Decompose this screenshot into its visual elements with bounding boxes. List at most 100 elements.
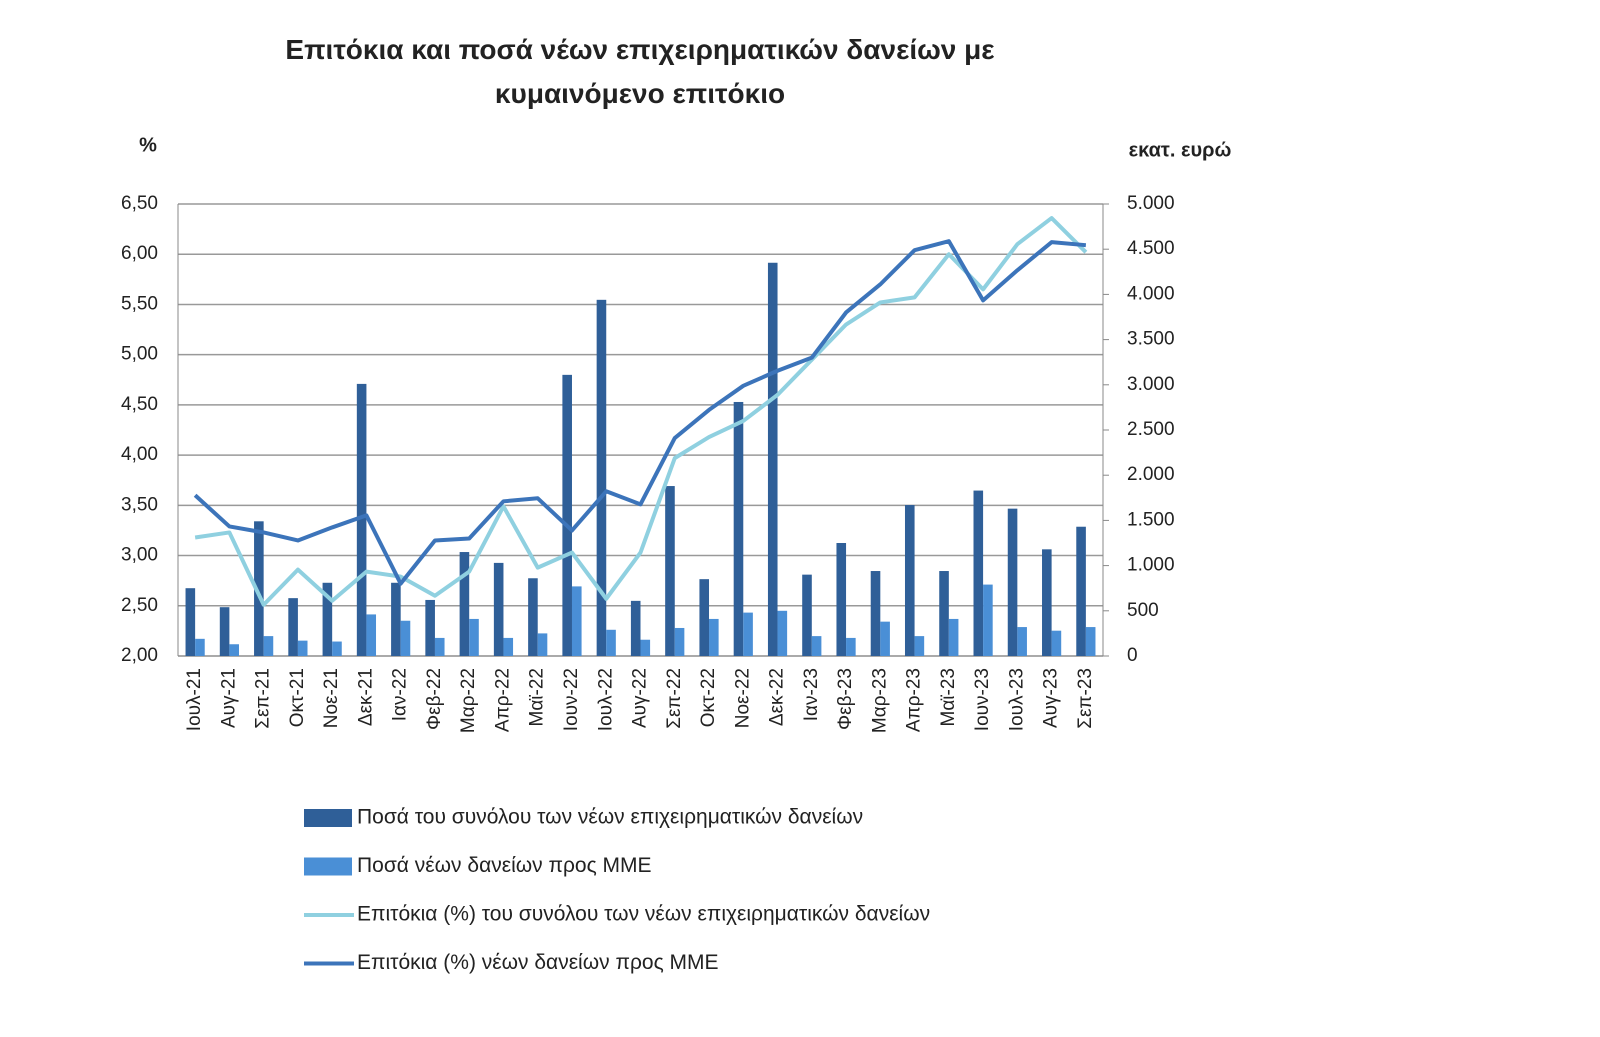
bar bbox=[674, 627, 685, 656]
y2-tick-label: 4.000 bbox=[1127, 283, 1175, 304]
line bbox=[193, 239, 1087, 586]
y-tick-label: 3,50 bbox=[121, 494, 158, 515]
y2-tick-label: 1.000 bbox=[1127, 555, 1175, 576]
bar bbox=[219, 607, 230, 656]
x-tick-label: Ιαν-22 bbox=[390, 668, 411, 721]
x-tick-label: Δεκ-21 bbox=[355, 668, 376, 726]
bar bbox=[596, 299, 607, 656]
x-tick-label: Νοε-21 bbox=[321, 668, 342, 728]
bar bbox=[904, 505, 915, 656]
x-tick-label: Ιουν-22 bbox=[561, 668, 582, 731]
bar bbox=[1017, 627, 1027, 656]
bar bbox=[571, 586, 582, 656]
bar bbox=[288, 598, 298, 656]
x-tick-label: Σεπ-23 bbox=[1075, 668, 1096, 729]
bar bbox=[469, 618, 479, 656]
bar bbox=[537, 633, 548, 656]
chart-title: Επιτόκια και ποσά νέων επιχειρηματικών δ… bbox=[285, 34, 995, 109]
bar bbox=[606, 629, 616, 656]
legend-label: Ποσά νέων δανείων προς ΜΜΕ bbox=[357, 854, 652, 877]
y-tick-label: 6,00 bbox=[121, 243, 158, 264]
x-tick-label: Απρ-23 bbox=[904, 668, 925, 732]
bar bbox=[1007, 508, 1018, 656]
bar bbox=[229, 644, 239, 656]
x-tick-label: Αυγ-21 bbox=[218, 668, 239, 728]
x-tick-label: Ιουλ-22 bbox=[595, 668, 616, 731]
bar bbox=[914, 636, 925, 656]
bar bbox=[709, 618, 719, 656]
x-tick-label: Απρ-22 bbox=[492, 668, 513, 732]
x-tick-label: Φεβ-23 bbox=[835, 668, 856, 730]
bar bbox=[459, 552, 470, 656]
y2-axis-title: εκατ. ευρώ bbox=[1129, 139, 1232, 161]
bar bbox=[767, 262, 778, 656]
y2-tick-label: 5.000 bbox=[1127, 193, 1175, 214]
bar bbox=[332, 641, 342, 656]
y-tick-label: 4,50 bbox=[121, 394, 158, 415]
bar bbox=[1051, 630, 1062, 656]
x-tick-label: Ιαν-23 bbox=[801, 668, 822, 721]
bar bbox=[665, 486, 675, 656]
bar bbox=[836, 543, 847, 656]
y-tick-label: 5,50 bbox=[121, 293, 158, 314]
x-tick-label: Αυγ-22 bbox=[630, 668, 651, 728]
x-tick-label: Μαϊ-23 bbox=[938, 668, 959, 727]
x-tick-label: Σεπ-21 bbox=[253, 668, 274, 729]
bar bbox=[743, 612, 753, 656]
bar bbox=[391, 582, 401, 656]
bar bbox=[802, 574, 812, 656]
bar bbox=[254, 521, 264, 656]
x-tick-label: Σεπ-22 bbox=[664, 668, 685, 729]
x-tick-label: Οκτ-21 bbox=[287, 668, 308, 727]
legend-label: Επιτόκια (%) νέων δανείων προς ΜΜΕ bbox=[357, 951, 719, 974]
x-tick-label: Φεβ-22 bbox=[424, 668, 445, 730]
legend-swatch bbox=[304, 857, 352, 876]
bar bbox=[811, 636, 822, 656]
bar bbox=[400, 620, 411, 656]
bar bbox=[263, 636, 274, 656]
bar bbox=[880, 621, 890, 656]
y-tick-label: 6,50 bbox=[121, 193, 158, 214]
bar bbox=[528, 578, 538, 656]
y2-tick-label: 500 bbox=[1127, 600, 1159, 621]
x-tick-label: Μαϊ-22 bbox=[527, 668, 548, 727]
bar bbox=[562, 374, 572, 656]
bar bbox=[356, 383, 367, 656]
x-tick-label: Δεκ-22 bbox=[767, 668, 788, 726]
bar bbox=[973, 490, 984, 656]
bar bbox=[939, 571, 949, 656]
bar bbox=[733, 401, 744, 656]
bar bbox=[503, 637, 514, 656]
y2-tick-label: 4.500 bbox=[1127, 238, 1175, 259]
y2-tick-label: 3.500 bbox=[1127, 329, 1175, 350]
y2-tick-label: 2.000 bbox=[1127, 464, 1175, 485]
bar bbox=[699, 579, 710, 656]
y-tick-label: 2,50 bbox=[121, 595, 158, 616]
legend-label: Επιτόκια (%) του συνόλου των νέων επιχει… bbox=[357, 903, 930, 926]
bar bbox=[1076, 526, 1086, 656]
x-tick-label: Ιουν-23 bbox=[972, 668, 993, 731]
x-tick-label: Νοε-22 bbox=[732, 668, 753, 728]
bar bbox=[366, 614, 377, 656]
y-tick-label: 3,00 bbox=[121, 545, 158, 566]
bar bbox=[948, 618, 959, 656]
bar bbox=[640, 639, 651, 656]
bar bbox=[195, 638, 205, 656]
y2-tick-label: 0 bbox=[1127, 645, 1138, 666]
bar bbox=[983, 584, 993, 656]
bar bbox=[493, 562, 504, 656]
y2-tick-label: 3.000 bbox=[1127, 374, 1175, 395]
bar bbox=[870, 571, 881, 656]
bar bbox=[185, 588, 196, 656]
bar bbox=[425, 599, 435, 656]
y2-tick-label: 2.500 bbox=[1127, 419, 1175, 440]
y2-tick-label: 1.500 bbox=[1127, 509, 1175, 530]
x-tick-label: Οκτ-22 bbox=[698, 668, 719, 727]
x-tick-label: Ιουλ-23 bbox=[1006, 668, 1027, 731]
y-axis-title: % bbox=[139, 134, 157, 156]
bar bbox=[297, 640, 308, 656]
x-tick-label: Μαρ-23 bbox=[869, 668, 890, 733]
y-tick-label: 2,00 bbox=[121, 645, 158, 666]
